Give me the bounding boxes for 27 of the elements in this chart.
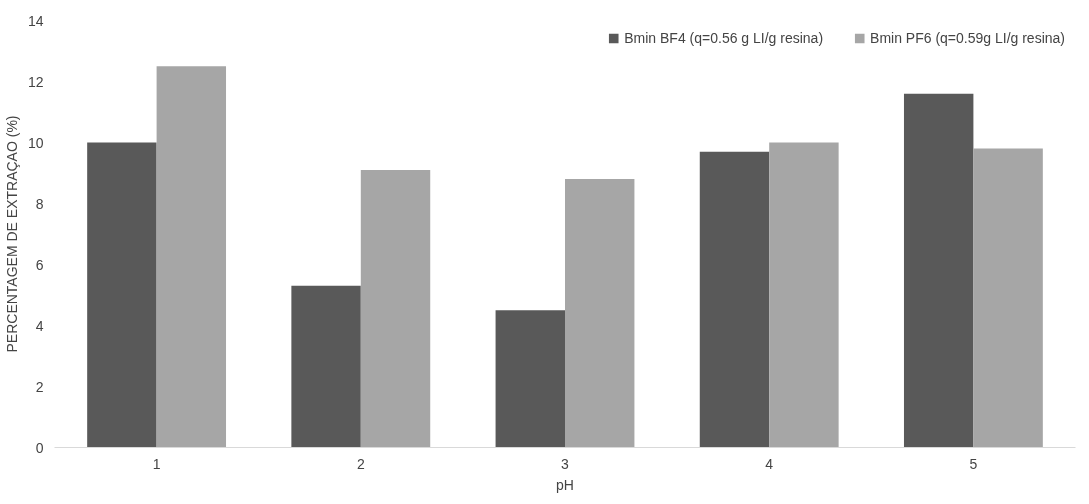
x-tick-label: 4 (765, 455, 774, 472)
y-tick-label: 8 (35, 195, 44, 212)
bar (903, 93, 974, 448)
y-tick-label: 12 (27, 73, 44, 90)
x-tick-label: 5 (969, 455, 978, 472)
y-axis-title: PERCENTAGEM DE EXTRAÇAO (%) (3, 115, 20, 353)
y-tick-label: 14 (27, 12, 44, 29)
y-tick-label: 0 (35, 439, 44, 456)
y-tick-label: 10 (27, 134, 44, 151)
bar (973, 148, 1043, 448)
bar (291, 285, 361, 448)
bar (495, 310, 565, 448)
bar (156, 66, 227, 448)
bar (87, 142, 157, 448)
y-tick-label: 4 (35, 317, 44, 334)
x-axis-title: pH (556, 476, 574, 493)
y-tick-label: 2 (35, 378, 44, 395)
y-tick-label: 6 (35, 256, 44, 273)
legend-label: Bmin BF4 (q=0.56 g LI/g resina) (624, 30, 824, 46)
bar (699, 151, 770, 448)
x-tick-label: 3 (561, 455, 570, 472)
bar (769, 142, 839, 448)
legend-label: Bmin PF6 (q=0.59g LI/g resina) (870, 30, 1065, 46)
bar (565, 179, 635, 448)
x-tick-label: 1 (152, 455, 161, 472)
x-tick-label: 2 (356, 455, 365, 472)
bar (360, 169, 431, 448)
